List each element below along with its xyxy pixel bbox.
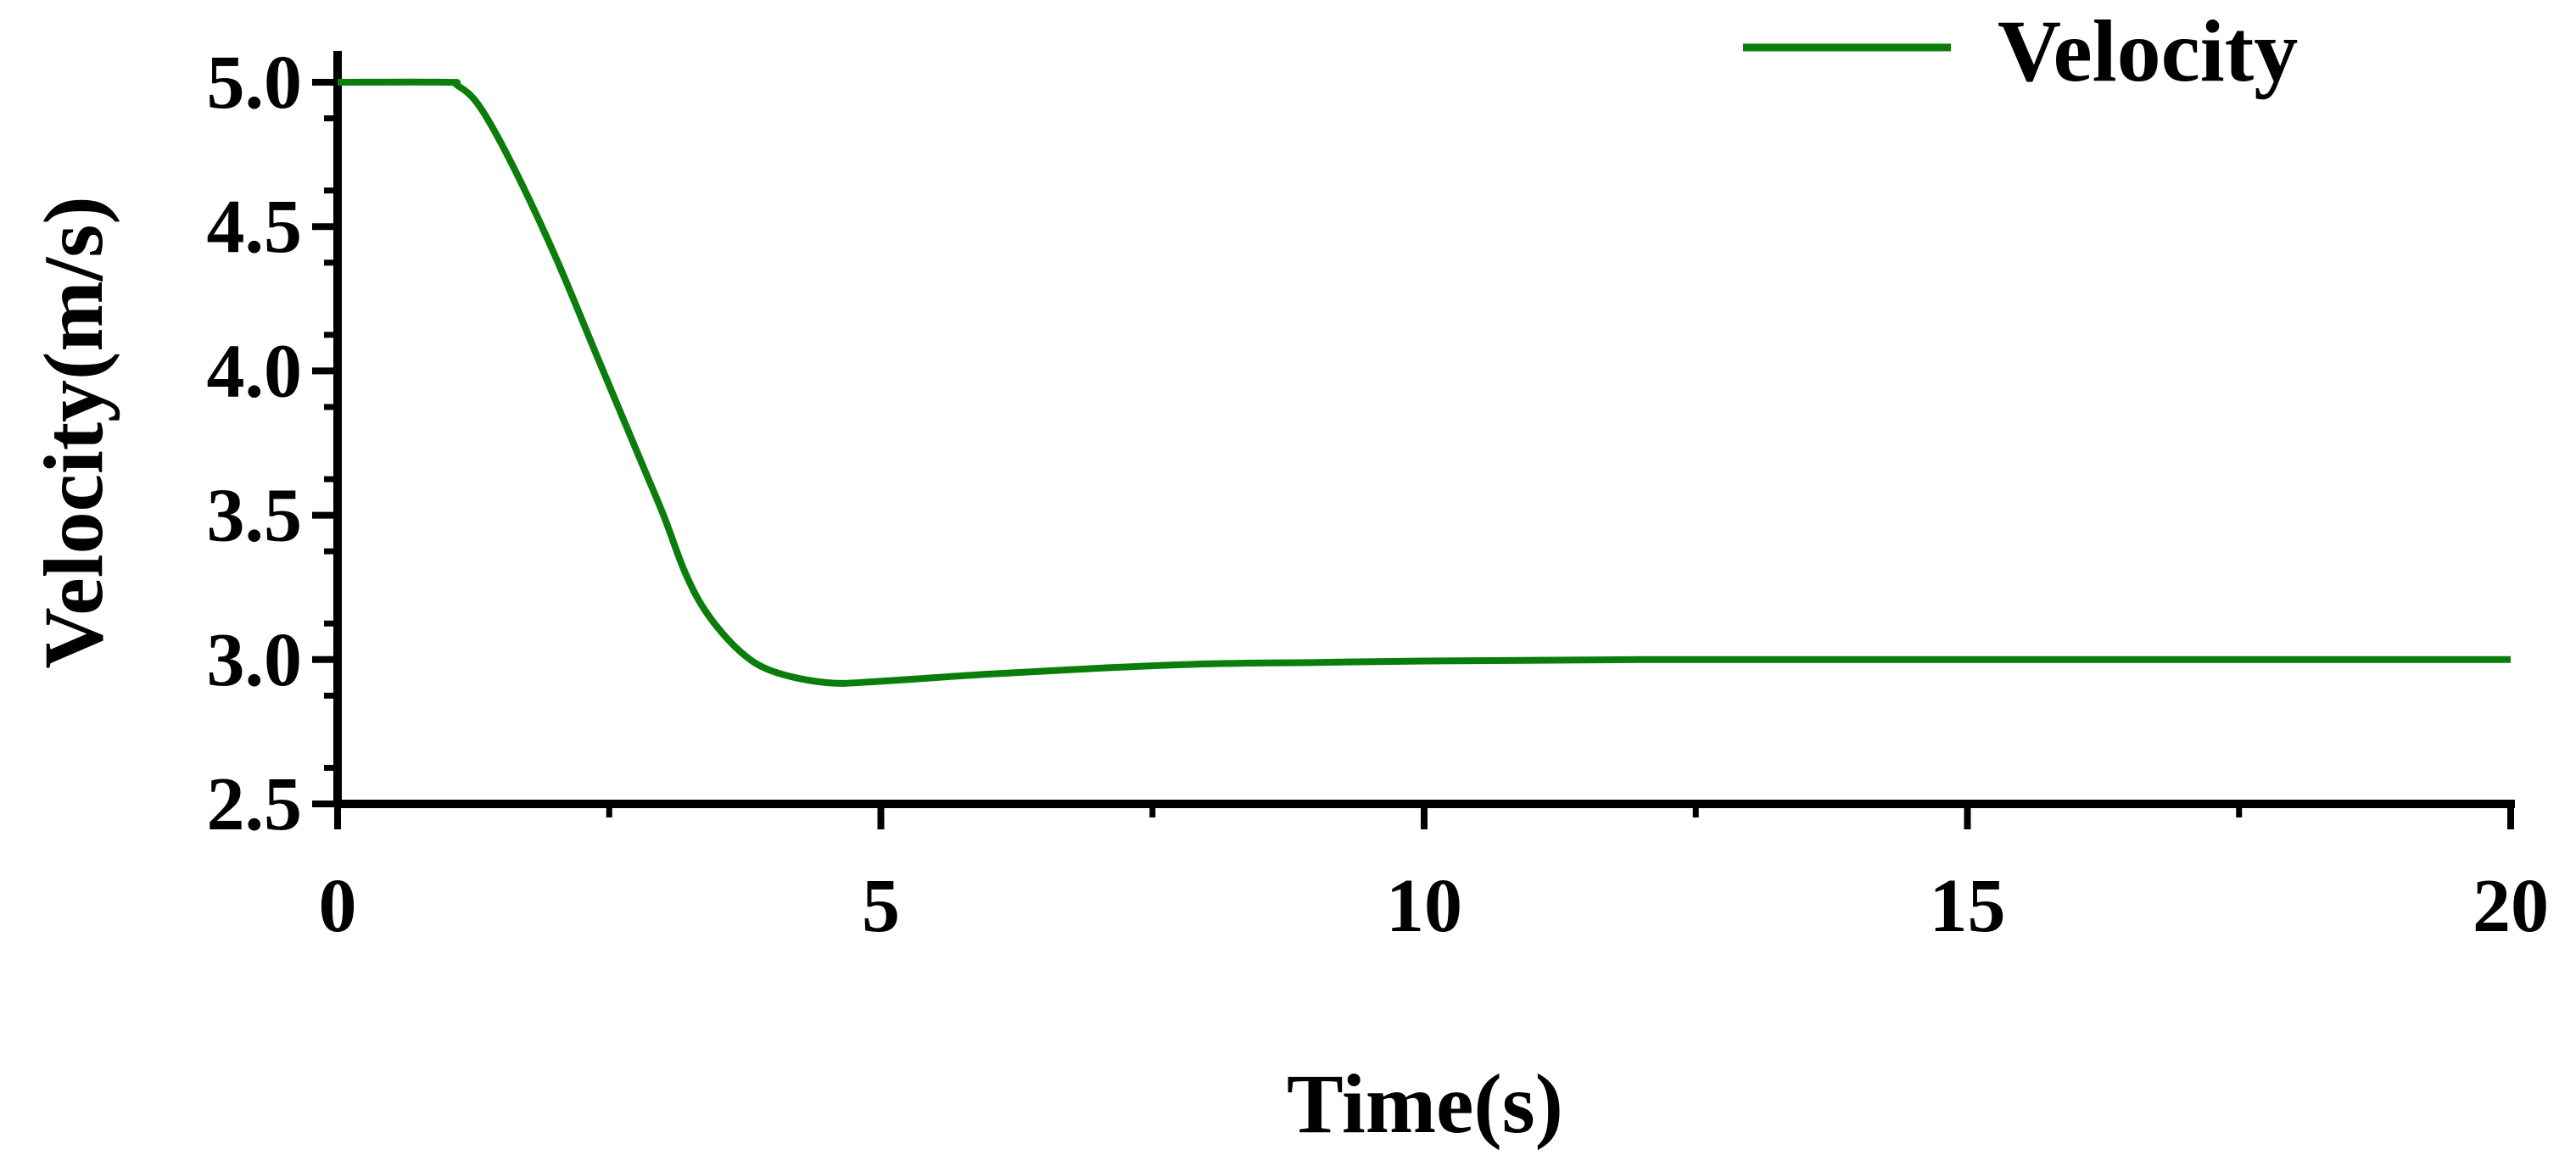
y-tick-label: 4.0 (207, 329, 303, 413)
y-tick-label: 2.5 (207, 762, 303, 846)
y-tick-label: 3.5 (207, 474, 303, 558)
y-tick-label: 5.0 (207, 41, 303, 125)
x-axis-title: Time(s) (1287, 1057, 1563, 1151)
x-tick-label: 15 (1930, 864, 2006, 948)
x-tick-label: 5 (862, 864, 900, 948)
x-tick-label: 20 (2473, 864, 2549, 948)
series-line-velocity (337, 78, 2511, 687)
y-axis-title: Velocity(m/s) (26, 196, 120, 668)
x-tick-label: 10 (1386, 864, 1462, 948)
axes (333, 51, 2515, 808)
y-tick-label: 4.5 (207, 185, 303, 269)
legend-label-velocity: Velocity (1998, 3, 2298, 100)
ticks (312, 79, 2514, 829)
tick-labels: 2.5 3.0 3.5 4.0 4.5 5.0 0 5 10 15 20 (207, 41, 2550, 948)
x-tick-label: 0 (319, 864, 357, 948)
series-group (337, 78, 2511, 687)
y-tick-label: 3.0 (207, 618, 303, 702)
legend: Velocity (1743, 3, 2298, 100)
